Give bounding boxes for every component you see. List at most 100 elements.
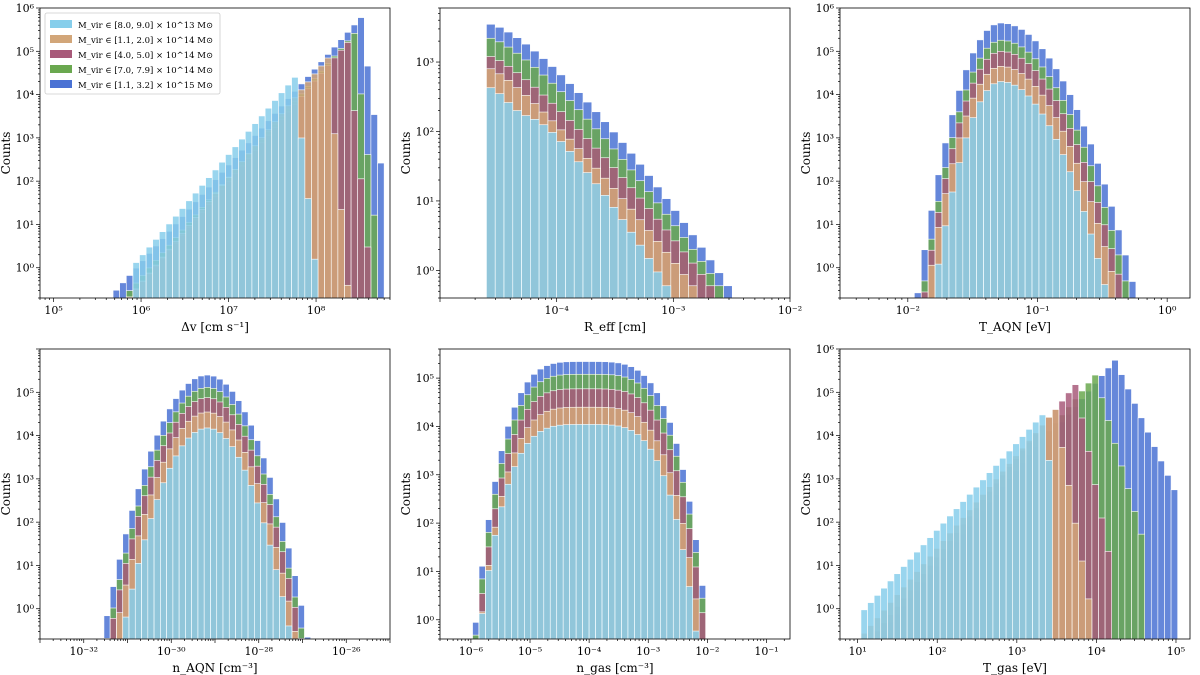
bar (159, 231, 167, 298)
bar (1144, 431, 1152, 639)
bar (337, 209, 345, 298)
panel-6: 10¹ 10² 10³ 10⁴ 10⁵ 10⁰ 10¹ 10² 10³ 10⁴ 10⁵ 10⁶ T_ga… (799, 343, 1191, 675)
y-axis-label: Counts (399, 473, 413, 516)
bar (344, 284, 352, 298)
bar (627, 430, 635, 639)
y-tick-label: 10¹ (416, 565, 434, 578)
bar (609, 206, 619, 298)
bar (231, 146, 239, 298)
bar (203, 427, 211, 639)
bar (311, 258, 319, 298)
bar (1131, 511, 1139, 639)
panel-5: 10⁻⁶ 10⁻⁵ 10⁻⁴ 10⁻³ 10⁻² 10⁻¹ 10⁰ 10¹ 10² 10³ 10⁴ 1… (399, 348, 791, 675)
bar (547, 132, 557, 298)
x-tick-label: 10⁻⁵ (518, 645, 542, 658)
bar (377, 162, 385, 298)
bar (192, 192, 200, 298)
bar (640, 440, 648, 639)
bar (524, 443, 532, 639)
bar (291, 631, 299, 639)
legend-swatch (50, 20, 72, 28)
bar (979, 479, 987, 639)
bar (1084, 598, 1093, 639)
y-tick-label: 10³ (816, 132, 834, 145)
bar (1078, 560, 1086, 639)
series-5 (478, 424, 700, 639)
bar (1094, 258, 1102, 298)
y-tick-label: 10¹ (416, 195, 434, 208)
bar (990, 83, 998, 298)
bar (617, 219, 628, 298)
bar (494, 93, 505, 298)
bar (491, 534, 499, 639)
y-tick-label: 10⁴ (16, 89, 35, 102)
bar (530, 119, 540, 298)
bar (178, 445, 186, 639)
bar (880, 587, 888, 639)
bar (1058, 447, 1066, 639)
bar (357, 178, 365, 298)
bar (166, 467, 174, 639)
bar (621, 427, 629, 639)
x-tick-label: 10⁻¹ (1025, 304, 1049, 317)
bar (1128, 281, 1137, 298)
bar (591, 183, 601, 298)
series-5 (132, 77, 319, 298)
bar (1004, 82, 1012, 298)
bar (1114, 273, 1123, 298)
bar (304, 198, 312, 298)
x-tick-label: 10⁻³ (661, 304, 685, 317)
bar (1080, 211, 1088, 298)
bar (946, 515, 954, 639)
bar (698, 612, 706, 639)
x-axis-label: T_AQN [eV] (979, 320, 1051, 334)
x-tick-label: 10⁵ (44, 304, 62, 317)
bar (927, 264, 936, 298)
bar (976, 101, 984, 298)
y-tick-label: 10² (16, 516, 34, 529)
bar (860, 609, 868, 639)
y-tick-label: 10⁵ (416, 372, 434, 385)
y-tick-label: 10⁴ (816, 430, 835, 443)
bar (478, 613, 486, 639)
series-5 (486, 87, 672, 298)
y-tick-label: 10² (16, 175, 34, 188)
y-tick-label: 10⁰ (416, 614, 435, 627)
y-tick-label: 10³ (16, 473, 34, 486)
bar (934, 263, 943, 298)
bar (723, 285, 733, 298)
x-axis-label: Δv [cm s⁻¹] (181, 320, 249, 334)
bar (238, 138, 246, 298)
x-tick-label: 10⁻² (896, 304, 920, 317)
y-axis-label: Counts (0, 132, 13, 175)
bar (251, 123, 259, 298)
bar (128, 588, 136, 639)
bar (297, 137, 306, 298)
bar (955, 162, 964, 298)
bar (344, 42, 352, 298)
bar (139, 254, 147, 298)
bar (1124, 488, 1132, 639)
bar (933, 530, 941, 639)
bar (959, 501, 967, 639)
x-tick-label: 10⁻²⁸ (244, 645, 273, 658)
bar (141, 539, 149, 639)
y-tick-label: 10⁰ (416, 264, 435, 277)
y-tick-label: 10² (816, 516, 834, 529)
x-tick-label: 10⁻³⁰ (157, 645, 186, 658)
bar (1024, 95, 1033, 298)
y-tick-label: 10³ (816, 473, 834, 486)
bar (705, 285, 716, 298)
x-tick-label: 10⁻¹ (754, 645, 778, 658)
y-tick-label: 10⁰ (16, 262, 35, 275)
legend: M_vir ∈ [8.0, 9.0] × 10^13 M⊙ M_vir ∈ [1.… (44, 12, 221, 95)
bar (1019, 436, 1027, 639)
legend-box (44, 12, 221, 95)
bar (512, 110, 522, 298)
bar (688, 285, 698, 298)
x-tick-label: 10⁰ (1158, 304, 1177, 317)
bar (222, 438, 230, 639)
bar (966, 494, 974, 639)
bar (873, 595, 882, 639)
bar (696, 274, 707, 298)
